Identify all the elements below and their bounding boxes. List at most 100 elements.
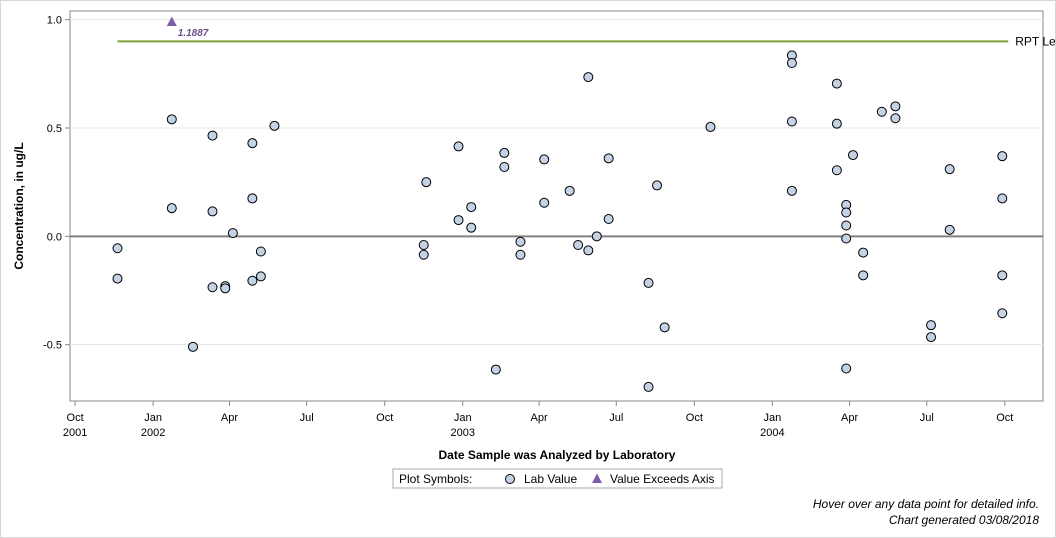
x-tick-label: Oct <box>686 412 703 424</box>
x-tick-label: Oct <box>67 412 84 424</box>
exceeds-axis-value-label: 1.1887 <box>178 28 209 39</box>
y-tick-label: 1.0 <box>47 15 62 27</box>
data-point[interactable] <box>573 240 584 250</box>
data-point[interactable] <box>583 245 594 256</box>
data-point[interactable] <box>997 193 1008 204</box>
data-point[interactable] <box>112 273 123 284</box>
legend-heading: Plot Symbols: <box>399 472 472 486</box>
data-point[interactable] <box>166 114 177 125</box>
data-point[interactable] <box>591 231 602 242</box>
data-point[interactable] <box>453 141 464 152</box>
data-point[interactable] <box>841 220 852 231</box>
x-axis-ticks: Oct 2001 Jan 2002 Apr Jul Oct Jan 2003 Apr Jul Oct J… <box>63 401 1013 439</box>
data-point[interactable] <box>515 249 526 260</box>
data-point[interactable] <box>112 243 123 254</box>
data-point[interactable] <box>786 58 797 68</box>
data-point[interactable] <box>188 341 199 352</box>
data-point[interactable] <box>499 162 510 172</box>
data-point[interactable] <box>207 130 218 141</box>
x-tick-label: Jan <box>144 412 162 424</box>
data-point[interactable] <box>847 150 858 161</box>
x-tick-label: Apr <box>841 412 858 424</box>
x-tick-year-label: 2004 <box>760 427 784 439</box>
data-point[interactable] <box>944 164 955 175</box>
x-tick-label: Oct <box>376 412 393 424</box>
data-point[interactable] <box>255 271 266 282</box>
exceeds-axis-point[interactable] <box>166 16 177 27</box>
data-point[interactable] <box>453 215 464 226</box>
data-point[interactable] <box>841 363 852 374</box>
legend-circle-icon <box>505 474 515 484</box>
data-point[interactable] <box>539 197 550 208</box>
x-axis-title: Date Sample was Analyzed by Laboratory <box>439 448 676 462</box>
data-point[interactable] <box>652 180 663 191</box>
data-point[interactable] <box>220 283 231 294</box>
legend-item-lab-value: Lab Value <box>524 472 577 486</box>
data-point[interactable] <box>418 240 429 250</box>
y-tick-label: 0.0 <box>47 231 62 243</box>
data-point[interactable] <box>418 249 429 260</box>
data-point[interactable] <box>515 236 526 247</box>
data-point[interactable] <box>890 101 901 112</box>
data-point[interactable] <box>247 275 258 286</box>
data-point[interactable] <box>926 320 937 331</box>
data-point[interactable] <box>583 72 594 83</box>
data-point[interactable] <box>421 177 432 188</box>
data-point[interactable] <box>926 332 937 343</box>
plot-area <box>69 10 1044 402</box>
data-point[interactable] <box>539 154 550 165</box>
data-point[interactable] <box>786 116 797 127</box>
legend-item-exceeds-axis: Value Exceeds Axis <box>610 472 715 486</box>
x-tick-year-label: 2003 <box>451 427 475 439</box>
x-tick-label: Apr <box>221 412 238 424</box>
data-point[interactable] <box>255 246 266 257</box>
data-point[interactable] <box>944 224 955 235</box>
x-tick-label: Jul <box>300 412 314 424</box>
data-point[interactable] <box>997 151 1008 162</box>
y-axis-title: Concentration, in ug/L <box>12 142 26 269</box>
x-tick-label: Apr <box>531 412 548 424</box>
data-point[interactable] <box>247 138 258 149</box>
data-point[interactable] <box>499 147 510 158</box>
data-point[interactable] <box>166 203 177 214</box>
data-point[interactable] <box>227 228 238 239</box>
data-point[interactable] <box>786 185 797 196</box>
data-point[interactable] <box>490 364 501 375</box>
data-point[interactable] <box>858 270 869 281</box>
x-tick-label: Jul <box>920 412 934 424</box>
data-point[interactable] <box>247 193 258 204</box>
y-tick-label: 0.5 <box>47 123 62 135</box>
data-point[interactable] <box>841 207 852 218</box>
footer-hover-note: Hover over any data point for detailed i… <box>813 497 1039 511</box>
legend-triangle-icon <box>592 473 602 483</box>
data-point[interactable] <box>858 247 869 258</box>
data-point[interactable] <box>466 202 477 213</box>
data-point[interactable] <box>466 222 477 233</box>
x-tick-year-label: 2002 <box>141 427 165 439</box>
x-tick-label: Oct <box>996 412 1013 424</box>
data-point[interactable] <box>997 270 1008 281</box>
data-point[interactable] <box>705 121 716 132</box>
x-tick-label: Jul <box>609 412 623 424</box>
data-point[interactable] <box>831 118 842 129</box>
data-point[interactable] <box>643 381 654 392</box>
data-point[interactable] <box>564 185 575 196</box>
data-point[interactable] <box>831 78 842 89</box>
data-point[interactable] <box>876 106 887 117</box>
data-point[interactable] <box>269 120 280 131</box>
data-point[interactable] <box>603 153 614 164</box>
data-point[interactable] <box>997 308 1008 319</box>
data-point[interactable] <box>841 233 852 244</box>
data-point[interactable] <box>890 113 901 124</box>
data-point[interactable] <box>659 322 670 333</box>
rpt-level-label: RPT Level <box>1015 34 1056 48</box>
y-tick-label: -0.5 <box>43 340 62 352</box>
data-point[interactable] <box>643 277 654 288</box>
data-point[interactable] <box>207 206 218 217</box>
data-points: 1.1887 <box>112 16 1008 392</box>
data-point[interactable] <box>831 165 842 176</box>
y-axis-ticks: 1.0 0.5 0.0 -0.5 <box>43 15 70 352</box>
data-point[interactable] <box>603 214 614 224</box>
data-point[interactable] <box>207 282 218 293</box>
